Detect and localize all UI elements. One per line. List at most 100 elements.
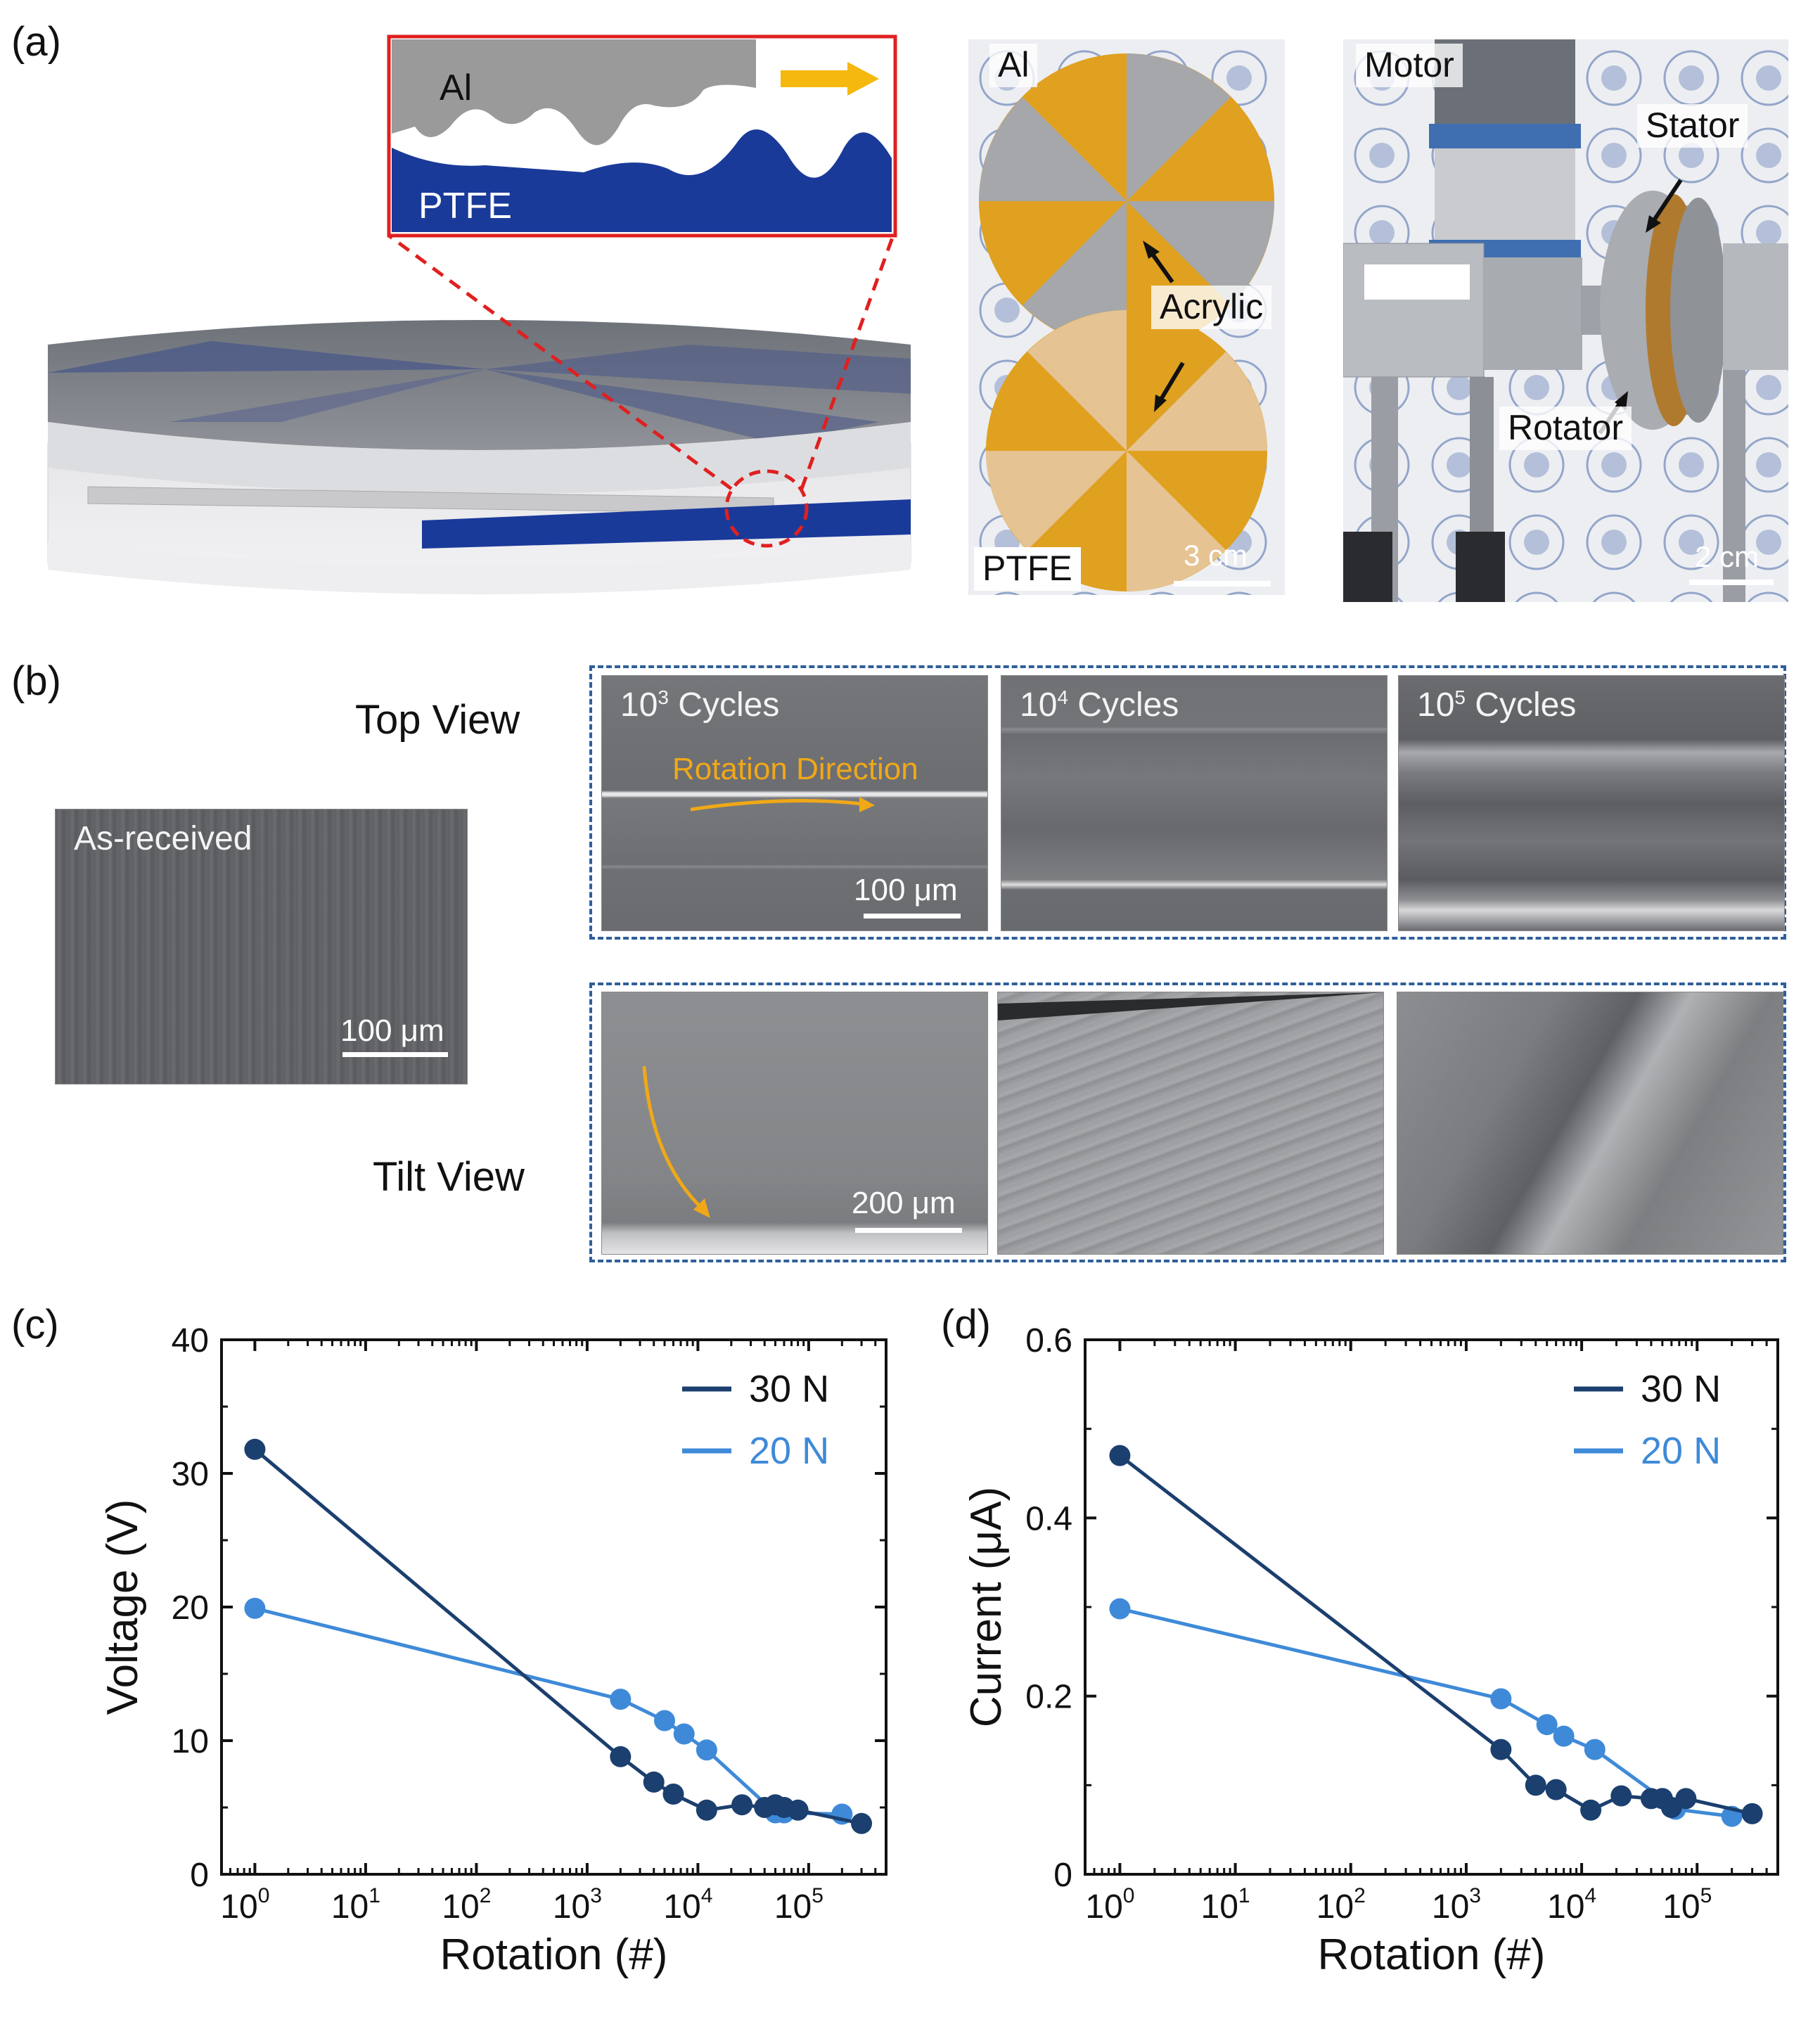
data-point-30n — [1741, 1803, 1763, 1824]
y-tick-label: 30 — [172, 1456, 209, 1493]
y-tick-label: 0 — [1053, 1857, 1072, 1894]
x-tick-label: 104 — [663, 1884, 712, 1926]
plot-frame — [220, 1338, 887, 1876]
voltage-chart: 0 10 20 30 40 100 101 102 103 104 105 Rotation (#) V… — [98, 1322, 887, 1979]
sem-tilt-1e4 — [997, 992, 1384, 1255]
photo-acrylic-label: Acrylic — [1151, 286, 1272, 329]
data-point-20n — [1536, 1714, 1558, 1736]
data-point-30n — [244, 1438, 266, 1460]
sem-tilt-1e5 — [1397, 992, 1783, 1255]
data-point-30n — [1109, 1445, 1131, 1466]
tilt-scale-text: 200 μm — [852, 1186, 956, 1220]
data-point-20n — [696, 1739, 717, 1761]
x-axis-label: Rotation (#) — [440, 1931, 668, 1979]
legend-label: 30 N — [749, 1368, 829, 1410]
sem-top-1e4: 104 Cycles — [1001, 675, 1388, 931]
top-scale-bar — [864, 914, 961, 919]
photo-scale-2cm: 2 cm — [1695, 540, 1760, 573]
y-axis-label: Current (μA) — [962, 1487, 1011, 1727]
photo-scale-3cm: 3 cm — [1184, 539, 1248, 572]
data-point-30n — [1610, 1785, 1632, 1807]
photo-al-label: Al — [989, 44, 1038, 87]
disc-schematic: Al PTFE — [47, 34, 911, 594]
x-tick-label: 105 — [1662, 1884, 1712, 1926]
y-tick-label: 0 — [190, 1857, 209, 1894]
as-received-scale-bar — [342, 1052, 448, 1057]
disc-photo-illustration — [968, 39, 1285, 595]
legend-label: 20 N — [749, 1430, 829, 1472]
y-tick-label: 0.4 — [1025, 1500, 1072, 1537]
x-tick-label: 102 — [442, 1884, 491, 1926]
setup-photo: Motor Stator Rotator 2 cm — [1343, 39, 1788, 602]
top-view-label: Top View — [355, 697, 520, 743]
x-tick-label: 102 — [1316, 1884, 1366, 1926]
top-scale-text: 100 μm — [854, 873, 958, 907]
x-tick-label: 104 — [1547, 1884, 1596, 1926]
top-1e3-label: 103 Cycles — [620, 686, 780, 724]
data-point-30n — [1545, 1779, 1567, 1800]
data-point-20n — [673, 1723, 695, 1745]
panel-a-label: (a) — [11, 19, 61, 65]
data-point-20n — [1490, 1688, 1512, 1710]
y-tick-label: 0.2 — [1025, 1679, 1072, 1716]
x-tick-label: 100 — [1085, 1884, 1134, 1926]
top-1e5-label: 105 Cycles — [1417, 686, 1577, 724]
legend-label: 20 N — [1641, 1430, 1721, 1472]
series-line-20n — [1119, 1607, 1732, 1819]
rotation-direction-label: Rotation Direction — [672, 752, 918, 786]
series-line-30n — [253, 1447, 862, 1826]
panel-b-label: (b) — [11, 658, 61, 704]
data-point-30n — [643, 1771, 665, 1793]
data-point-30n — [610, 1746, 632, 1767]
photo-ptfe-label: PTFE — [974, 547, 1081, 591]
top-1e4-label: 104 Cycles — [1020, 686, 1179, 724]
panel-c-label: (c) — [11, 1302, 59, 1348]
data-point-20n — [1584, 1739, 1606, 1760]
as-received-label: As-received — [74, 820, 252, 857]
top-view-frame — [589, 665, 1786, 940]
data-point-30n — [662, 1784, 684, 1805]
tilt-view-label: Tilt View — [373, 1154, 525, 1200]
data-point-30n — [787, 1799, 809, 1821]
y-axis-label: Voltage (V) — [98, 1499, 147, 1715]
sem-top-1e3: 103 Cycles Rotation Direction 100 μm — [601, 675, 988, 931]
x-tick-label: 101 — [1201, 1884, 1250, 1926]
as-received-scale-text: 100 μm — [340, 1013, 444, 1048]
data-point-30n — [731, 1794, 753, 1816]
x-tick-label: 101 — [331, 1884, 380, 1926]
inset-al-label: Al — [440, 68, 472, 108]
data-point-30n — [1525, 1774, 1546, 1796]
data-point-30n — [696, 1799, 717, 1821]
x-tick-label: 105 — [774, 1884, 824, 1926]
x-tick-label: 103 — [553, 1884, 602, 1926]
current-chart: 0 0.2 0.4 0.6 100 101 102 103 104 105 Rotation (#)… — [962, 1322, 1779, 1979]
sem-as-received: As-received 100 μm — [55, 809, 468, 1084]
x-tick-label: 103 — [1432, 1884, 1481, 1926]
data-point-30n — [1675, 1788, 1697, 1810]
data-point-20n — [610, 1689, 632, 1710]
rotation-arrow — [690, 797, 875, 812]
inset-ptfe-label: PTFE — [418, 186, 512, 226]
sem-top-1e5: 105 Cycles — [1398, 675, 1785, 931]
data-point-20n — [244, 1597, 266, 1619]
data-point-30n — [1580, 1799, 1602, 1821]
y-tick-label: 0.6 — [1025, 1322, 1072, 1359]
data-point-20n — [1109, 1598, 1131, 1620]
data-point-20n — [654, 1710, 675, 1732]
x-axis-label: Rotation (#) — [1318, 1931, 1546, 1979]
legend-label: 30 N — [1641, 1368, 1721, 1410]
tilt-view-frame — [589, 983, 1786, 1262]
y-tick-label: 20 — [172, 1589, 209, 1627]
data-point-20n — [1553, 1725, 1575, 1747]
data-point-30n — [851, 1812, 873, 1834]
photo-stator-label: Stator — [1637, 104, 1748, 148]
plot-frame — [1084, 1338, 1779, 1876]
series-line-30n — [1118, 1454, 1753, 1816]
x-tick-label: 100 — [220, 1884, 269, 1926]
photo-motor-label: Motor — [1356, 44, 1463, 87]
panel-d-label: (d) — [941, 1302, 991, 1348]
y-tick-label: 10 — [172, 1723, 209, 1760]
sem-tilt-1e3: 200 μm — [601, 992, 988, 1255]
tilt-scale-bar — [855, 1228, 962, 1233]
data-point-30n — [1490, 1739, 1512, 1760]
